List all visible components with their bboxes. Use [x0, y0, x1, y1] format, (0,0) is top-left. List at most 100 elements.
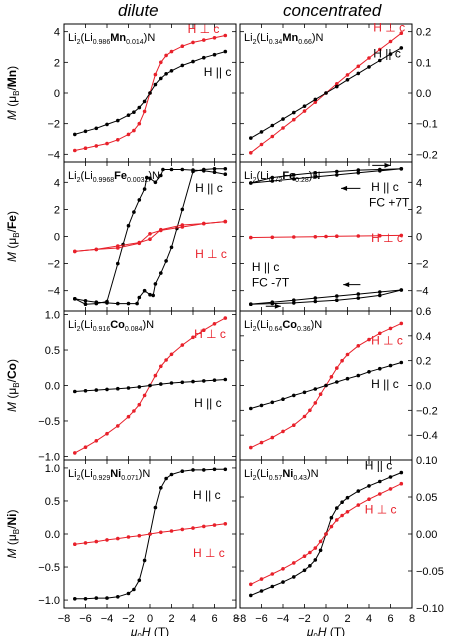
- x-tick-label: −4: [277, 613, 290, 625]
- formula-part: 2: [253, 326, 257, 333]
- data-point: [302, 414, 307, 419]
- data-point: [83, 541, 88, 545]
- series-label: FC -7T: [252, 276, 290, 290]
- formula-part: 0.57: [269, 475, 283, 482]
- data-point: [105, 141, 109, 146]
- data-point: [378, 47, 382, 52]
- y-tick-label: −0.1: [416, 119, 438, 131]
- data-point: [281, 126, 285, 130]
- data-point: [180, 469, 185, 474]
- series-label: H || c: [195, 181, 223, 195]
- data-point: [116, 301, 120, 306]
- data-point: [159, 486, 163, 490]
- x-tick-label: −6: [255, 613, 268, 625]
- formula-part: 0.66: [298, 39, 312, 46]
- data-point: [151, 293, 155, 298]
- data-point: [223, 467, 228, 472]
- data-point: [202, 169, 206, 173]
- y-tick-label: 0.4: [416, 331, 431, 343]
- data-point: [148, 232, 152, 236]
- y-tick-label: −2: [416, 259, 429, 271]
- data-point: [142, 187, 147, 191]
- data-point: [159, 271, 163, 275]
- data-point: [292, 235, 296, 239]
- data-point: [94, 144, 99, 148]
- data-point: [116, 244, 120, 248]
- data-point: [105, 299, 109, 304]
- formula-part: Li: [68, 170, 77, 182]
- data-point: [212, 523, 217, 527]
- y-tick-label: 0.0: [416, 381, 431, 393]
- data-point: [83, 389, 88, 393]
- data-point: [169, 472, 174, 477]
- data-point: [313, 401, 318, 405]
- data-point: [270, 235, 275, 240]
- data-point: [356, 489, 361, 493]
- y-axis-label-sub: B: [12, 382, 21, 387]
- data-point: [142, 99, 147, 104]
- y-axis-label-open: (μ: [5, 534, 19, 548]
- data-point: [159, 227, 163, 232]
- data-point: [292, 298, 296, 303]
- y-axis-label-slash: /: [5, 525, 19, 529]
- y-axis-label-element: Ni: [5, 514, 19, 526]
- y-tick-label: −0.10: [416, 603, 444, 615]
- data-point: [378, 290, 382, 294]
- y-tick-label: 0.0: [45, 529, 60, 541]
- series-label: H || c: [193, 488, 221, 502]
- data-point: [388, 475, 393, 479]
- x-tick-label: 6: [387, 613, 393, 625]
- y-axis-label-fe: M (μB/Fe): [5, 211, 21, 262]
- data-point: [345, 73, 350, 77]
- data-point: [329, 515, 334, 520]
- data-point: [259, 403, 264, 408]
- arrow-head: [343, 282, 350, 288]
- data-point: [335, 380, 339, 384]
- data-point: [83, 299, 88, 303]
- formula-part: Ni: [110, 468, 121, 480]
- data-point: [159, 530, 163, 535]
- data-point: [259, 130, 264, 134]
- x-tick-label: 0: [323, 613, 329, 625]
- data-point: [302, 109, 307, 113]
- data-point: [223, 172, 228, 176]
- data-point: [126, 591, 131, 596]
- data-point: [378, 366, 382, 371]
- column-title-dilute: dilute: [118, 1, 159, 20]
- data-point: [159, 76, 163, 81]
- data-point: [399, 288, 404, 292]
- formula-part: 0.071: [121, 475, 139, 482]
- formula-part: (Li: [256, 319, 268, 331]
- data-point: [340, 358, 344, 363]
- formula-part: 0.929: [93, 475, 111, 482]
- data-point: [153, 282, 158, 286]
- data-point: [159, 364, 163, 369]
- data-point: [345, 78, 350, 82]
- formula-part: (Li: [256, 468, 268, 480]
- x-axis-label-unit: (T): [151, 625, 170, 636]
- data-point: [83, 146, 88, 150]
- data-point: [202, 524, 206, 529]
- data-point: [191, 168, 195, 172]
- data-point: [281, 429, 285, 434]
- data-point: [83, 302, 88, 307]
- data-point: [180, 223, 185, 227]
- data-point: [388, 363, 393, 368]
- data-point: [356, 503, 361, 507]
- data-point: [137, 385, 142, 389]
- data-point: [212, 170, 217, 174]
- data-point: [259, 589, 264, 593]
- data-point: [329, 375, 334, 379]
- y-axis-label-slash: /: [5, 228, 19, 232]
- formula-part: Li: [68, 32, 77, 44]
- series-label: H || c: [371, 377, 399, 391]
- arrow-head: [274, 303, 281, 309]
- formula-part: Mn: [282, 32, 298, 44]
- series-line: [250, 168, 402, 184]
- y-tick-label: −0.5: [38, 562, 60, 574]
- data-point: [180, 63, 185, 68]
- y-tick-label: −0.2: [416, 405, 438, 417]
- data-point: [148, 532, 152, 536]
- y-tick-label: 4: [416, 177, 422, 189]
